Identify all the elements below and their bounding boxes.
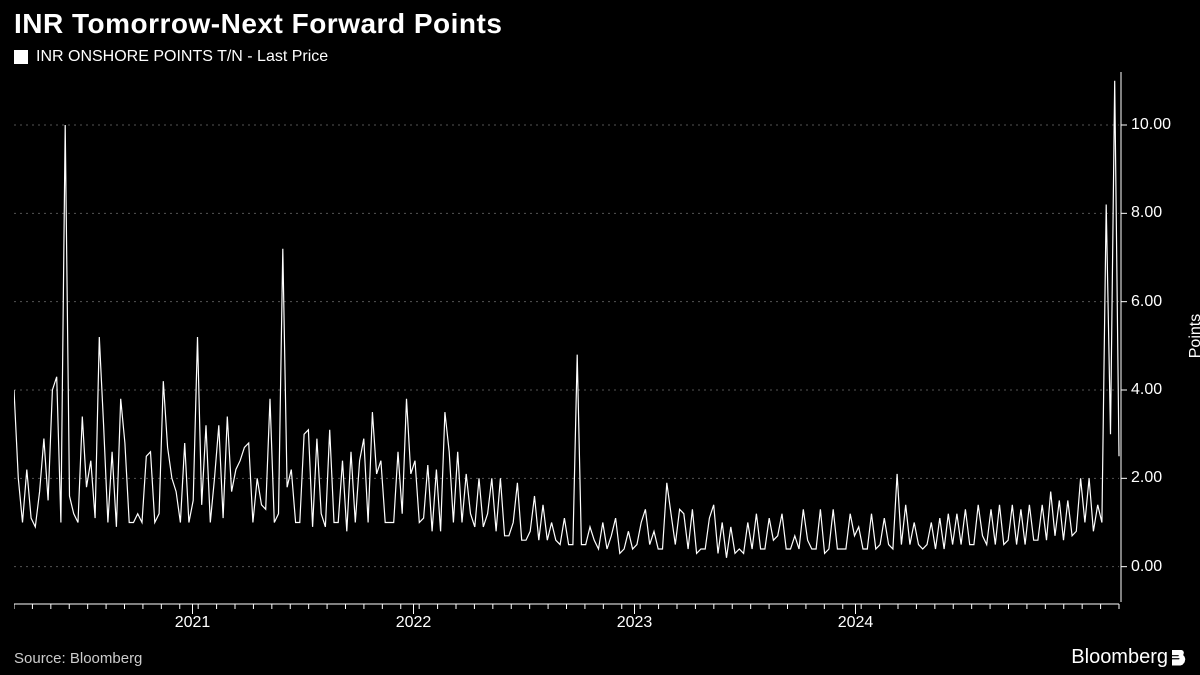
y-tick-label: 6.00: [1131, 293, 1162, 311]
y-tick-label: 10.00: [1131, 116, 1171, 134]
y-tick-label: 8.00: [1131, 204, 1162, 222]
x-tick-label: 2022: [396, 614, 432, 632]
y-tick-label: 2.00: [1131, 469, 1162, 487]
y-tick-label: 0.00: [1131, 558, 1162, 576]
y-tick-label: 4.00: [1131, 381, 1162, 399]
legend-swatch: [14, 50, 28, 64]
source-text: Source: Bloomberg: [14, 650, 142, 667]
y-axis-title: Points: [1187, 314, 1200, 358]
brand-label: Bloomberg: [1071, 646, 1168, 669]
x-tick-label: 2024: [838, 614, 874, 632]
legend-label: INR ONSHORE POINTS T/N - Last Price: [36, 48, 328, 66]
brand: Bloomberg: [1071, 646, 1186, 669]
legend: INR ONSHORE POINTS T/N - Last Price: [14, 48, 328, 66]
chart-title: INR Tomorrow-Next Forward Points: [14, 8, 502, 40]
x-tick-label: 2023: [617, 614, 653, 632]
chart-container: INR Tomorrow-Next Forward Points INR ONS…: [0, 0, 1200, 675]
x-tick-label: 2021: [175, 614, 211, 632]
chart-plot: [14, 72, 1199, 632]
brand-icon: [1172, 650, 1186, 666]
